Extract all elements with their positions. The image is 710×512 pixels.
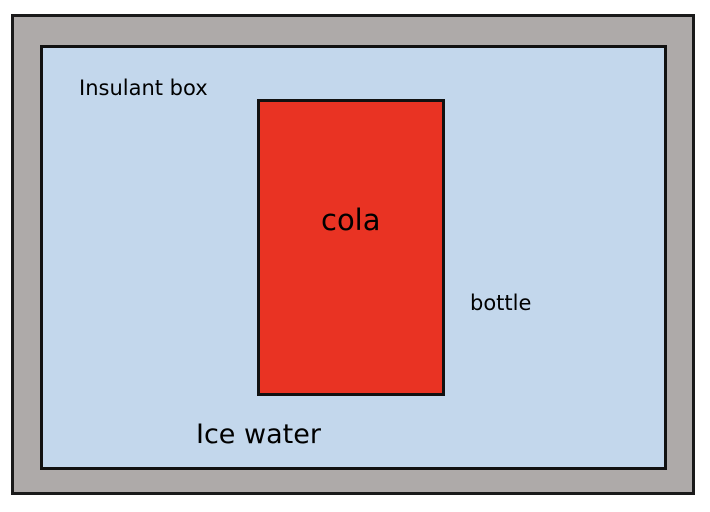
bottle-label: bottle <box>470 291 532 315</box>
ice-water-label: Ice water <box>196 419 321 450</box>
insulant-box-label: Insulant box <box>79 76 208 100</box>
cola-bottle <box>257 99 445 396</box>
cola-label: cola <box>321 203 381 237</box>
